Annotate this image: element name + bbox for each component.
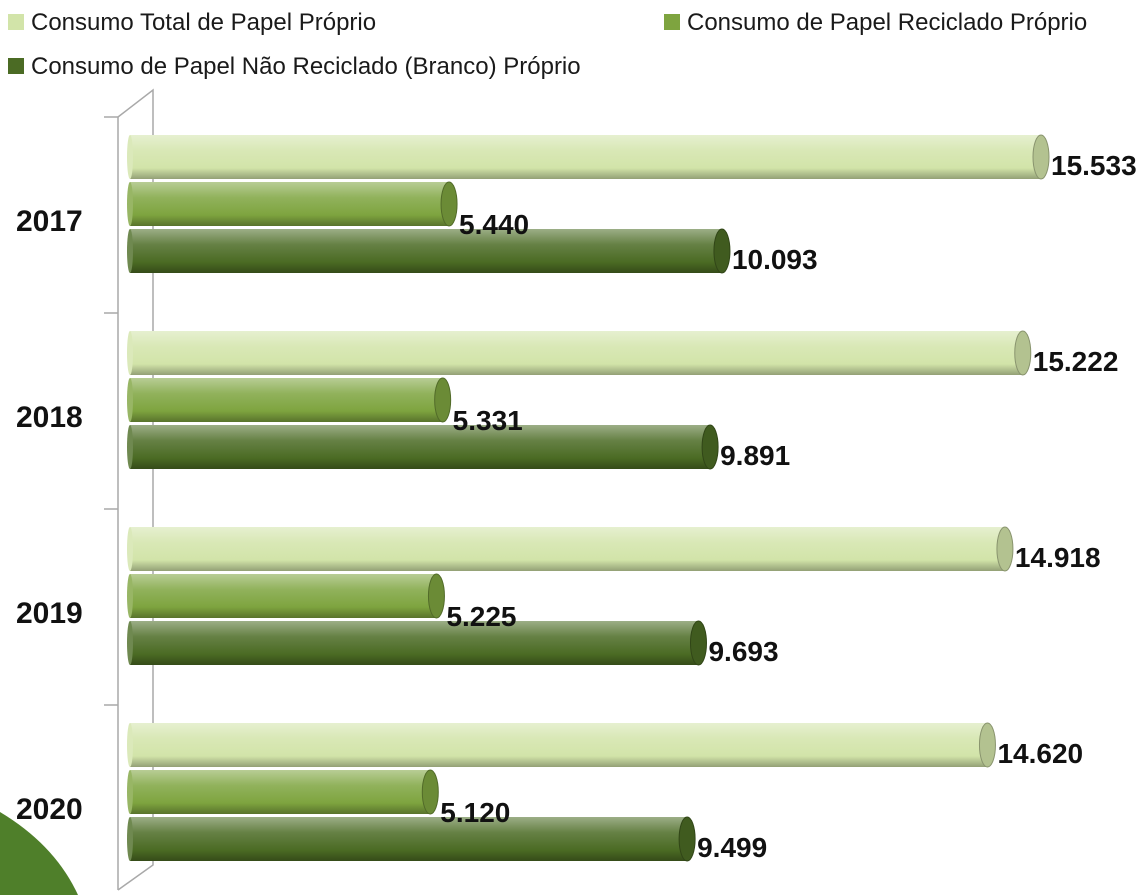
data-label: 9.891: [720, 440, 790, 471]
bar: [127, 181, 458, 227]
bar: [127, 620, 707, 666]
data-label: 9.693: [708, 636, 778, 667]
bar: [127, 722, 996, 768]
legend-swatch: [8, 14, 24, 30]
legend-swatch: [664, 14, 680, 30]
bar: [127, 377, 452, 423]
bar: [127, 573, 445, 619]
data-label: 5.440: [459, 209, 529, 240]
bar: [127, 228, 731, 274]
data-label: 15.533: [1051, 150, 1137, 181]
data-label: 5.331: [453, 405, 523, 436]
bar: [127, 769, 439, 815]
bar: [127, 330, 1032, 376]
bar: [127, 526, 1014, 572]
data-label: 15.222: [1033, 346, 1119, 377]
data-label: 9.499: [697, 832, 767, 863]
bar: [127, 816, 696, 862]
bar: [127, 134, 1050, 180]
data-label: 5.120: [440, 797, 510, 828]
data-label: 10.093: [732, 244, 818, 275]
legend-swatch: [8, 58, 24, 74]
category-label: 2018: [16, 401, 83, 434]
legend-label: Consumo de Papel Não Reciclado (Branco) …: [31, 53, 581, 80]
category-label: 2019: [16, 597, 83, 630]
y-axis-wall: [117, 88, 154, 891]
corner-decoration: [0, 812, 78, 895]
legend-label: Consumo Total de Papel Próprio: [31, 9, 376, 36]
bar: [127, 424, 719, 470]
data-label: 5.225: [446, 601, 516, 632]
category-label: 2017: [16, 205, 83, 238]
legend-label: Consumo de Papel Reciclado Próprio: [687, 9, 1087, 36]
data-label: 14.620: [997, 738, 1083, 769]
data-label: 14.918: [1015, 542, 1101, 573]
category-label: 2020: [16, 793, 83, 826]
